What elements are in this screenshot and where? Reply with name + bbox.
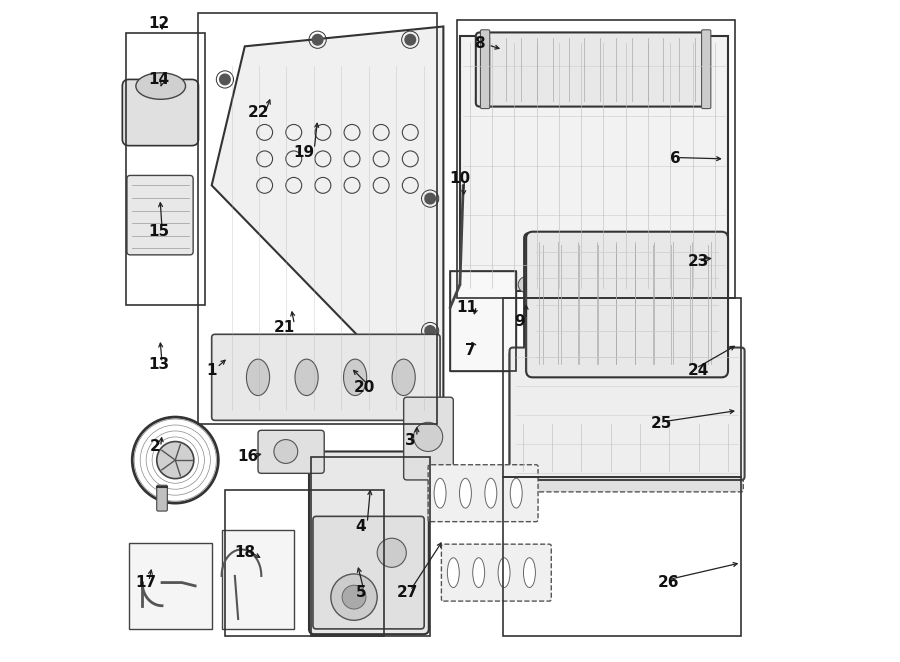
Bar — [450, 271, 517, 371]
Ellipse shape — [472, 557, 484, 588]
Circle shape — [425, 326, 436, 336]
FancyBboxPatch shape — [460, 36, 728, 291]
Text: 13: 13 — [148, 357, 169, 371]
Text: 7: 7 — [464, 344, 475, 358]
Ellipse shape — [344, 359, 366, 396]
Text: 15: 15 — [148, 224, 169, 239]
FancyBboxPatch shape — [508, 471, 743, 492]
Circle shape — [425, 193, 436, 204]
Ellipse shape — [524, 557, 536, 588]
FancyBboxPatch shape — [404, 397, 454, 480]
Circle shape — [157, 442, 194, 479]
Text: 14: 14 — [148, 72, 169, 87]
Bar — [225, 490, 383, 636]
Ellipse shape — [447, 557, 459, 588]
FancyBboxPatch shape — [428, 465, 538, 522]
Circle shape — [274, 440, 298, 463]
Circle shape — [331, 574, 377, 620]
Ellipse shape — [498, 557, 510, 588]
Circle shape — [340, 575, 368, 603]
Text: 19: 19 — [293, 145, 315, 160]
Ellipse shape — [460, 478, 472, 508]
FancyBboxPatch shape — [127, 175, 194, 255]
Ellipse shape — [392, 359, 415, 396]
Text: 18: 18 — [234, 545, 256, 560]
Circle shape — [377, 538, 406, 567]
Text: 8: 8 — [474, 36, 485, 50]
Text: 11: 11 — [456, 301, 477, 315]
Circle shape — [405, 34, 416, 45]
FancyBboxPatch shape — [258, 430, 324, 473]
Bar — [503, 477, 742, 636]
Circle shape — [378, 534, 396, 552]
FancyBboxPatch shape — [313, 516, 424, 629]
Ellipse shape — [295, 359, 319, 396]
Circle shape — [312, 34, 323, 45]
Circle shape — [414, 422, 443, 451]
FancyBboxPatch shape — [476, 32, 709, 107]
Text: 20: 20 — [354, 380, 374, 395]
FancyBboxPatch shape — [122, 79, 198, 146]
Text: 6: 6 — [670, 152, 680, 166]
FancyBboxPatch shape — [481, 30, 490, 109]
Text: 27: 27 — [396, 585, 418, 600]
Circle shape — [518, 277, 534, 293]
FancyBboxPatch shape — [450, 271, 517, 371]
FancyBboxPatch shape — [309, 451, 428, 634]
FancyBboxPatch shape — [509, 348, 744, 480]
Text: 22: 22 — [248, 105, 269, 120]
Circle shape — [259, 405, 270, 416]
FancyBboxPatch shape — [157, 485, 167, 511]
FancyBboxPatch shape — [129, 543, 212, 629]
Text: 2: 2 — [150, 440, 161, 454]
FancyBboxPatch shape — [441, 544, 552, 601]
Circle shape — [371, 526, 404, 559]
FancyBboxPatch shape — [212, 334, 440, 420]
Text: 9: 9 — [514, 314, 525, 328]
Text: 21: 21 — [274, 320, 295, 335]
Text: 25: 25 — [652, 416, 672, 431]
Text: 12: 12 — [148, 16, 169, 30]
Text: 5: 5 — [356, 585, 366, 600]
Text: 1: 1 — [206, 363, 217, 378]
Bar — [456, 20, 734, 298]
Ellipse shape — [247, 359, 270, 396]
FancyBboxPatch shape — [702, 30, 711, 109]
FancyBboxPatch shape — [526, 232, 728, 377]
Bar — [503, 298, 742, 477]
FancyBboxPatch shape — [221, 530, 294, 629]
Circle shape — [342, 585, 366, 609]
Text: 10: 10 — [449, 171, 471, 186]
Text: 24: 24 — [688, 363, 709, 378]
Ellipse shape — [485, 478, 497, 508]
Ellipse shape — [434, 478, 446, 508]
Text: 26: 26 — [658, 575, 680, 590]
Bar — [126, 33, 205, 305]
Circle shape — [328, 564, 379, 614]
Text: 4: 4 — [356, 519, 366, 534]
Text: 3: 3 — [405, 433, 416, 448]
Ellipse shape — [510, 478, 522, 508]
Text: 16: 16 — [238, 449, 258, 464]
PathPatch shape — [212, 26, 444, 424]
Circle shape — [220, 74, 230, 85]
Text: 17: 17 — [135, 575, 156, 590]
Ellipse shape — [136, 73, 185, 99]
Text: 23: 23 — [688, 254, 709, 269]
Bar — [311, 457, 430, 636]
Bar — [198, 13, 436, 424]
FancyBboxPatch shape — [509, 351, 742, 477]
FancyBboxPatch shape — [524, 233, 726, 376]
